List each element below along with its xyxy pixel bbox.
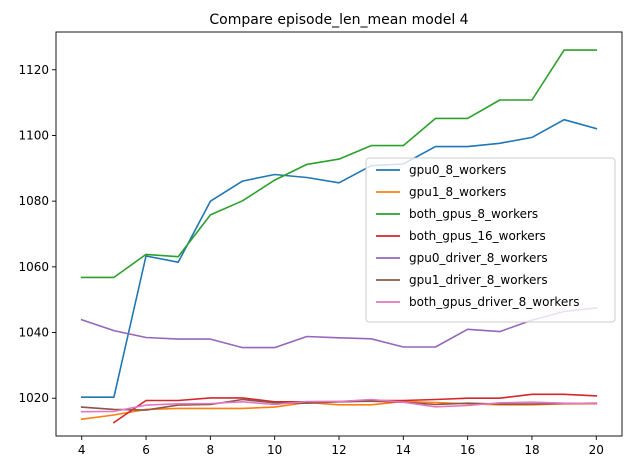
y-tick-label: 1100 <box>18 128 49 142</box>
x-tick-label: 14 <box>396 443 411 457</box>
y-tick-label: 1120 <box>18 63 49 77</box>
legend-label: gpu1_8_workers <box>409 185 506 199</box>
x-tick-label: 18 <box>524 443 539 457</box>
axes-layer: 4 6 8 10 12 14 16 18 20 1020 1040 1060 1080 1100 1120 <box>18 31 623 457</box>
chart-title: Compare episode_len_mean model 4 <box>209 12 468 28</box>
legend-label: both_gpus_driver_8_workers <box>409 295 579 309</box>
y-tick-label: 1040 <box>18 326 49 340</box>
x-tick-label: 12 <box>331 443 346 457</box>
y-tick-label: 1020 <box>18 391 49 405</box>
y-tick-label: 1060 <box>18 260 49 274</box>
legend-label: gpu0_driver_8_workers <box>409 251 548 265</box>
series-line-both_gpus_driver_8_workers <box>80 398 598 413</box>
legend-label: both_gpus_16_workers <box>409 229 546 243</box>
x-tick-label: 16 <box>460 443 475 457</box>
legend: gpu0_8_workers gpu1_8_workers both_gpus_8_… <box>365 157 616 323</box>
legend-label: both_gpus_8_workers <box>409 207 538 221</box>
series-layer <box>80 49 598 424</box>
legend-label: gpu1_driver_8_workers <box>409 273 548 287</box>
x-tick-label: 20 <box>589 443 604 457</box>
series-line-gpu0_driver_8_workers <box>80 307 598 349</box>
x-tick-label: 4 <box>78 443 86 457</box>
series-line-gpu0_8_workers <box>80 118 598 399</box>
legend-label: gpu0_8_workers <box>409 163 506 177</box>
legend-box <box>365 157 616 323</box>
x-tick-label: 8 <box>207 443 215 457</box>
x-tick-label: 10 <box>267 443 282 457</box>
series-line-both_gpus_8_workers <box>80 49 598 279</box>
y-tick-label: 1080 <box>18 194 49 208</box>
x-tick-label: 6 <box>142 443 150 457</box>
